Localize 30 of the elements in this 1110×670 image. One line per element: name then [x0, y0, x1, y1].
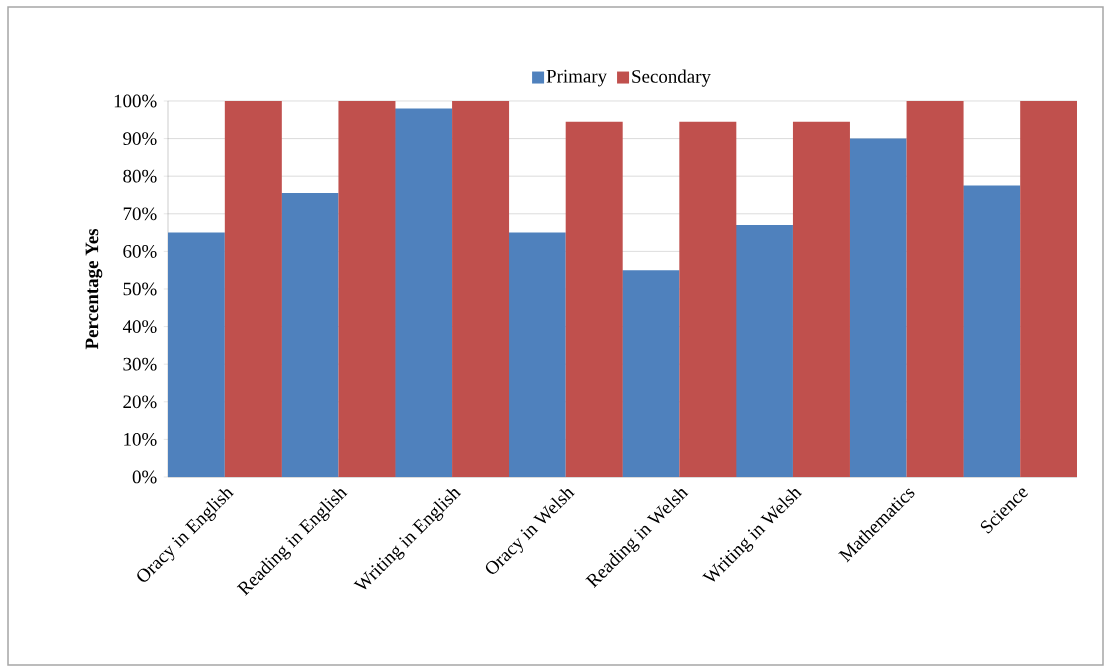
bar [168, 232, 225, 477]
y-tick-label: 40% [122, 320, 157, 334]
y-tick-label: 60% [123, 244, 157, 258]
y-tick-label: 70% [123, 207, 157, 221]
bar [1020, 100, 1078, 477]
y-tick-label: 90% [123, 132, 157, 145]
y-tick-label: 50% [123, 282, 157, 296]
bar [906, 100, 964, 477]
bar [565, 121, 623, 477]
legend-label: Primary [546, 69, 607, 87]
bar [508, 232, 566, 477]
y-tick-label: 30% [123, 357, 157, 371]
y-tick-label: 20% [123, 395, 157, 409]
bar [963, 185, 1021, 477]
legend-label: Secondary [632, 69, 711, 87]
bar [679, 121, 737, 477]
y-tick-label: 10% [124, 432, 157, 446]
bar [849, 138, 907, 477]
bar [735, 225, 793, 477]
y-tick-label: 0% [132, 470, 157, 484]
bar [452, 100, 510, 477]
bar [224, 100, 282, 477]
bar [281, 193, 339, 477]
bar [792, 121, 850, 477]
bar [622, 270, 680, 477]
bar [338, 100, 396, 477]
y-tick-label: 80% [123, 169, 157, 183]
y-axis-title: Percentage Yes [85, 228, 103, 350]
y-tick-label: 100% [114, 94, 157, 108]
bar [395, 108, 453, 477]
